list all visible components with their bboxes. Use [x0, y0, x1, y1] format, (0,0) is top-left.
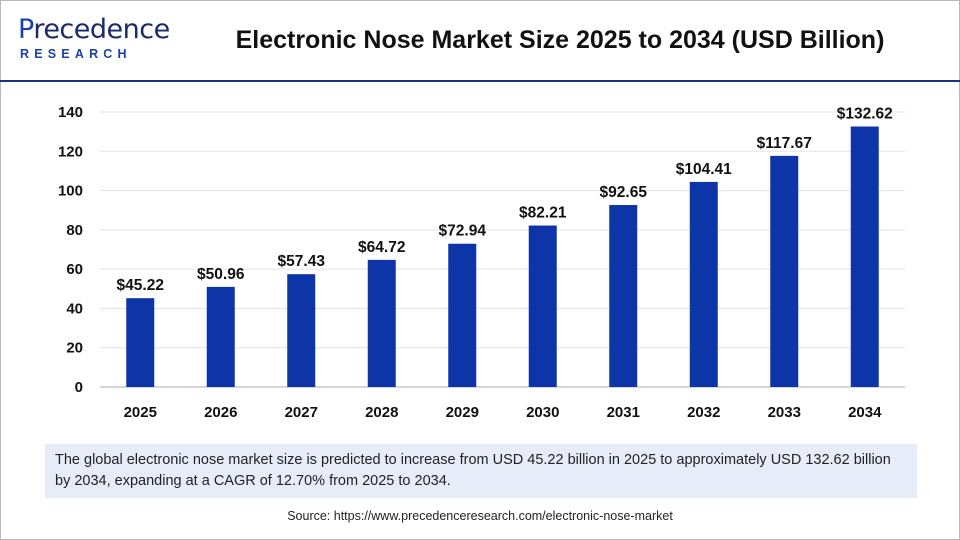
summary-note: The global electronic nose market size i… — [45, 444, 917, 498]
bar-value-label: $104.41 — [676, 161, 732, 178]
source-citation: Source: https://www.precedenceresearch.c… — [287, 509, 673, 523]
logo-wordmark: Precedence — [18, 14, 170, 45]
x-tick-label: 2034 — [848, 404, 882, 421]
bar — [448, 243, 477, 387]
logo-initial: P — [18, 14, 34, 45]
bar — [770, 155, 799, 387]
x-tick-label: 2025 — [124, 404, 157, 421]
x-tick-label: 2033 — [768, 404, 801, 421]
bar — [206, 286, 235, 387]
bar-value-label: $132.62 — [837, 105, 893, 122]
bar-value-label: $92.65 — [600, 184, 648, 201]
x-tick-label: 2029 — [446, 404, 479, 421]
chart-title: Electronic Nose Market Size 2025 to 2034… — [235, 26, 885, 54]
header-divider — [0, 80, 960, 82]
y-tick-label: 0 — [75, 379, 83, 396]
bar-chart: 0 20 40 60 80 100 120 140 $45.22 2025 $50.96 2026 $5… — [58, 104, 905, 421]
y-tick-label: 140 — [58, 104, 83, 121]
logo-subtitle: RESEARCH — [20, 47, 132, 61]
x-tick-label: 2028 — [365, 404, 398, 421]
y-tick-label: 60 — [66, 261, 83, 278]
bar — [126, 298, 155, 387]
bar-value-label: $82.21 — [519, 205, 567, 222]
x-tick-label: 2027 — [285, 404, 318, 421]
y-tick-label: 120 — [58, 143, 83, 160]
x-tick-label: 2032 — [687, 404, 720, 421]
bar — [287, 274, 316, 387]
y-tick-label: 100 — [58, 183, 83, 200]
bar-value-label: $72.94 — [439, 223, 487, 240]
y-tick-label: 20 — [66, 340, 83, 357]
x-tick-label: 2030 — [526, 404, 559, 421]
y-tick-label: 80 — [66, 222, 83, 239]
bar-value-label: $45.22 — [117, 277, 164, 294]
bar — [528, 225, 557, 387]
bar-value-label: $64.72 — [358, 239, 405, 256]
bar-value-label: $57.43 — [278, 253, 326, 270]
bar — [367, 259, 396, 387]
x-tick-label: 2031 — [607, 404, 640, 421]
bar-value-label: $50.96 — [197, 266, 245, 283]
bar-value-label: $117.67 — [757, 135, 812, 152]
logo-word: recedence — [33, 14, 170, 45]
bar — [689, 181, 718, 387]
brand-logo: Precedence RESEARCH — [18, 14, 170, 64]
bar — [609, 205, 638, 387]
y-tick-label: 40 — [66, 300, 83, 317]
bar — [850, 126, 879, 387]
x-tick-label: 2026 — [204, 404, 237, 421]
